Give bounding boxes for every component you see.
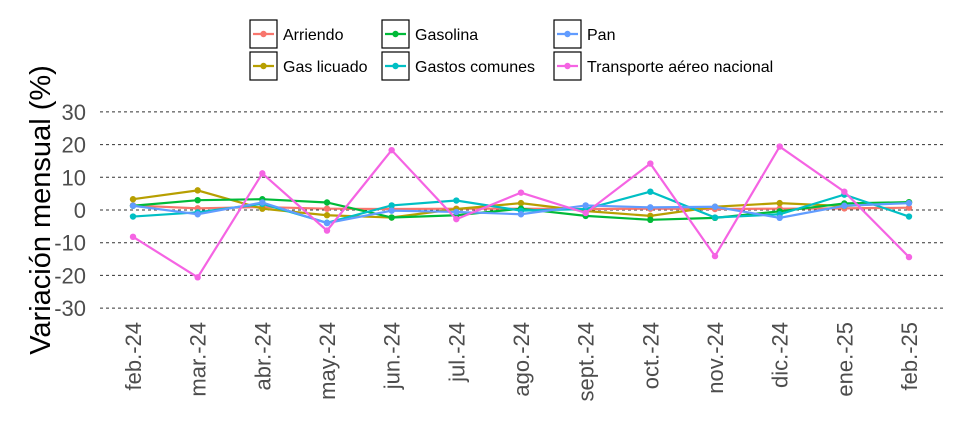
data-point: [582, 209, 589, 217]
x-tick-label: ene.-25: [832, 322, 857, 397]
data-point: [776, 214, 783, 222]
data-point: [711, 203, 719, 210]
legend-label: Gastos comunes: [415, 59, 535, 76]
legend-label: Arriendo: [283, 27, 344, 44]
data-point: [453, 208, 460, 216]
data-point: [259, 199, 266, 206]
data-point: [517, 189, 525, 196]
data-point: [129, 213, 137, 220]
y-tick-label: 10: [62, 165, 86, 190]
y-tick-label: -30: [54, 296, 86, 321]
legend-key-point: [260, 62, 267, 70]
data-point: [129, 196, 137, 203]
data-point: [194, 211, 201, 218]
legend-key-point: [392, 30, 399, 38]
legend-label: Pan: [587, 27, 615, 44]
x-tick-label: sept.-24: [574, 322, 599, 402]
legend-label: Gas licuado: [283, 59, 368, 76]
data-point: [388, 146, 395, 154]
y-tick-label: -10: [54, 231, 86, 256]
data-point: [517, 211, 525, 218]
data-point: [647, 188, 654, 195]
legend-key-point: [564, 30, 571, 38]
data-point: [711, 214, 719, 221]
legend-key-point: [564, 62, 571, 70]
y-tick-label: 20: [62, 133, 86, 158]
data-point: [841, 188, 848, 195]
x-tick-label: ago.-24: [509, 322, 534, 397]
data-point: [841, 202, 848, 209]
data-point: [776, 199, 783, 207]
data-point: [905, 253, 913, 261]
data-point: [453, 197, 460, 204]
y-axis-title: Variación mensual (%): [25, 65, 57, 355]
x-tick-label: nov.-24: [703, 322, 728, 394]
data-point: [259, 170, 266, 177]
data-point: [647, 160, 654, 167]
y-tick-label: -20: [54, 263, 86, 288]
legend-label: Transporte aéreo nacional: [587, 59, 773, 76]
x-tick-label: dic.-24: [768, 322, 793, 388]
data-point: [905, 213, 913, 220]
x-tick-label: may.-24: [315, 322, 340, 400]
data-point: [905, 204, 913, 211]
data-point: [517, 199, 525, 207]
data-point: [647, 216, 654, 224]
legend-label: Gasolina: [415, 27, 478, 44]
x-tick-label: abr.-24: [250, 322, 275, 391]
x-tick-label: feb.-24: [121, 322, 146, 391]
x-tick-label: jul.-24: [444, 322, 469, 383]
x-tick-label: jun.-24: [380, 322, 405, 390]
data-point: [194, 274, 201, 281]
data-point: [323, 219, 331, 227]
legend-key-point: [392, 62, 399, 70]
data-point: [129, 233, 137, 241]
data-point: [323, 227, 331, 234]
data-point: [905, 199, 913, 207]
x-tick-label: mar.-24: [186, 322, 211, 397]
data-point: [388, 202, 395, 209]
data-point: [323, 205, 331, 212]
y-tick-label: 30: [62, 100, 86, 125]
data-point: [388, 214, 395, 221]
x-tick-label: oct.-24: [638, 322, 663, 389]
x-tick-label: feb.-25: [897, 322, 922, 391]
data-point: [259, 205, 266, 212]
legend-key-point: [260, 30, 267, 38]
data-point: [647, 204, 654, 211]
data-point: [776, 143, 783, 150]
data-point: [323, 212, 331, 219]
y-tick-label: 0: [74, 198, 86, 223]
data-point: [129, 202, 137, 209]
data-point: [194, 196, 201, 204]
data-point: [323, 199, 331, 206]
data-point: [582, 202, 589, 209]
data-point: [453, 215, 460, 223]
data-point: [711, 252, 719, 260]
data-point: [388, 207, 395, 214]
data-point: [194, 187, 201, 194]
